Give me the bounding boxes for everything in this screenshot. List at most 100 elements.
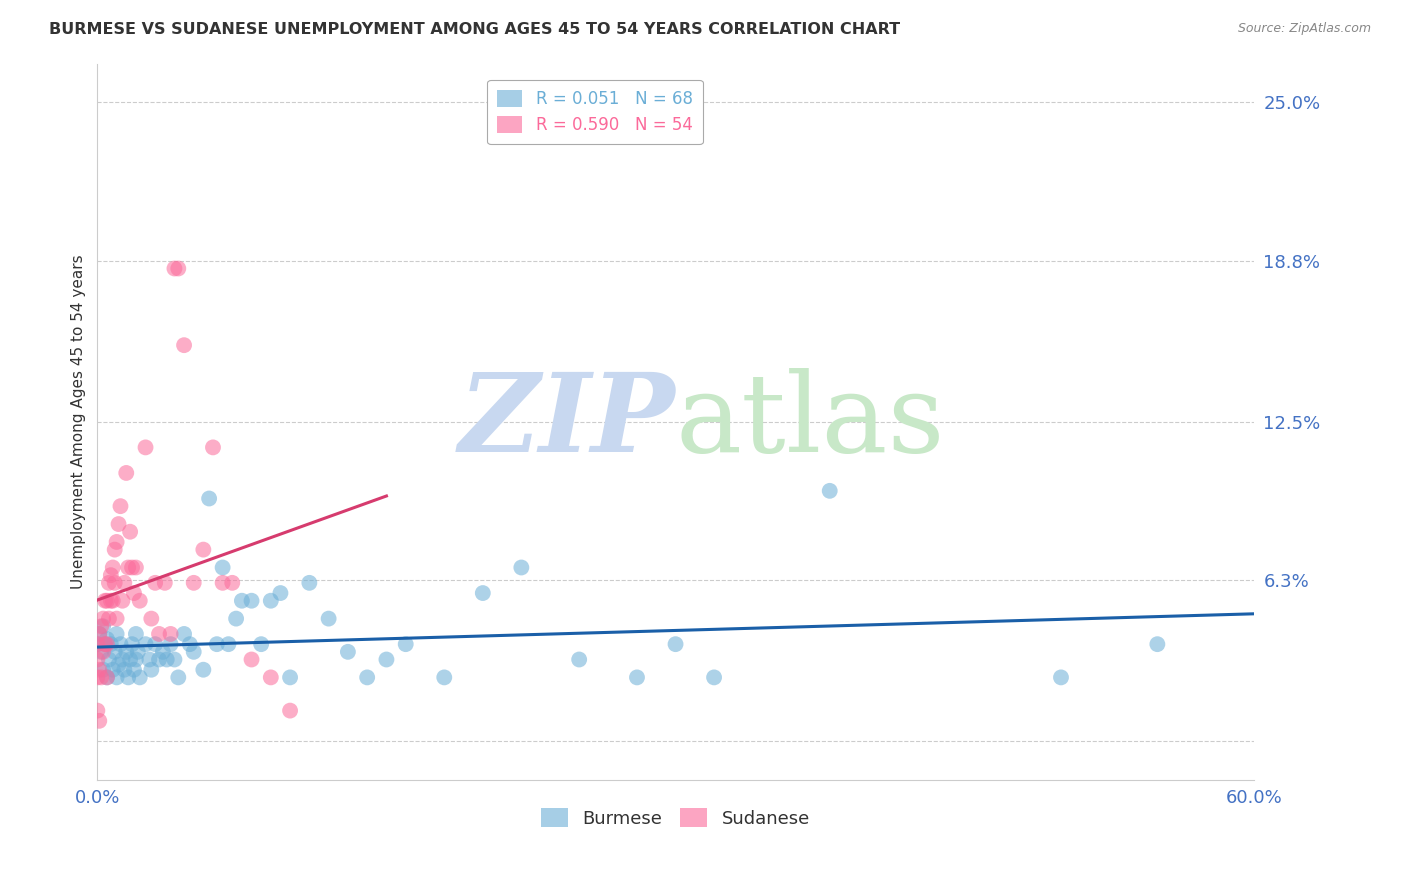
Point [152, 645, 174, 659]
Point [97, 575, 120, 590]
Point [117, 560, 139, 574]
Point [110, 499, 132, 513]
Y-axis label: Unemployment Among Ages 45 to 54 years: Unemployment Among Ages 45 to 54 years [72, 254, 86, 589]
Point [100, 568, 122, 582]
Point [107, 657, 129, 672]
Point [125, 560, 148, 574]
Point [110, 637, 132, 651]
Point [104, 645, 127, 659]
Point [86, 637, 108, 651]
Point [471, 586, 494, 600]
Point [231, 593, 253, 607]
Point [395, 637, 418, 651]
Point [107, 517, 129, 532]
Point [105, 612, 128, 626]
Point [143, 637, 166, 651]
Point [201, 441, 224, 455]
Point [97, 652, 120, 666]
Point [122, 586, 145, 600]
Point [260, 670, 283, 684]
Point [433, 670, 456, 684]
Point [127, 645, 149, 659]
Point [105, 670, 128, 684]
Point [105, 627, 128, 641]
Point [159, 637, 181, 651]
Point [101, 560, 124, 574]
Point [153, 575, 176, 590]
Point [205, 637, 228, 651]
Point [183, 645, 205, 659]
Point [211, 575, 233, 590]
Point [568, 652, 591, 666]
Point [101, 593, 124, 607]
Point [89, 627, 111, 641]
Point [90, 670, 112, 684]
Point [240, 652, 263, 666]
Point [193, 542, 215, 557]
Legend: Burmese, Sudanese: Burmese, Sudanese [534, 801, 817, 835]
Point [664, 637, 686, 651]
Point [225, 612, 247, 626]
Point [125, 627, 148, 641]
Point [626, 670, 648, 684]
Point [193, 663, 215, 677]
Point [96, 593, 118, 607]
Point [121, 560, 143, 574]
Point [125, 652, 148, 666]
Point [217, 637, 239, 651]
Point [86, 637, 108, 651]
Point [122, 663, 145, 677]
Point [183, 575, 205, 590]
Point [100, 593, 122, 607]
Point [318, 612, 340, 626]
Point [89, 663, 111, 677]
Point [211, 560, 233, 574]
Point [703, 670, 725, 684]
Point [260, 593, 283, 607]
Point [1146, 637, 1168, 651]
Point [156, 652, 179, 666]
Point [94, 637, 117, 651]
Point [240, 593, 263, 607]
Point [141, 663, 163, 677]
Point [269, 586, 291, 600]
Point [250, 637, 273, 651]
Point [91, 663, 114, 677]
Point [96, 637, 118, 651]
Point [90, 645, 112, 659]
Point [167, 670, 190, 684]
Point [221, 575, 243, 590]
Point [179, 637, 201, 651]
Point [163, 652, 186, 666]
Point [112, 663, 135, 677]
Point [111, 593, 134, 607]
Point [128, 670, 150, 684]
Point [94, 637, 117, 651]
Point [112, 575, 135, 590]
Point [120, 524, 142, 539]
Point [356, 670, 378, 684]
Point [163, 261, 186, 276]
Point [104, 542, 127, 557]
Point [89, 714, 111, 728]
Point [90, 619, 112, 633]
Point [91, 645, 114, 659]
Point [278, 670, 301, 684]
Point [96, 632, 118, 646]
Point [128, 593, 150, 607]
Point [86, 652, 108, 666]
Point [135, 637, 157, 651]
Point [104, 575, 127, 590]
Point [100, 637, 122, 651]
Point [121, 637, 143, 651]
Point [115, 466, 138, 480]
Point [173, 338, 195, 352]
Point [91, 612, 114, 626]
Text: Source: ZipAtlas.com: Source: ZipAtlas.com [1237, 22, 1371, 36]
Point [336, 645, 359, 659]
Point [198, 491, 221, 506]
Point [159, 627, 181, 641]
Point [96, 670, 118, 684]
Point [111, 652, 134, 666]
Point [143, 575, 166, 590]
